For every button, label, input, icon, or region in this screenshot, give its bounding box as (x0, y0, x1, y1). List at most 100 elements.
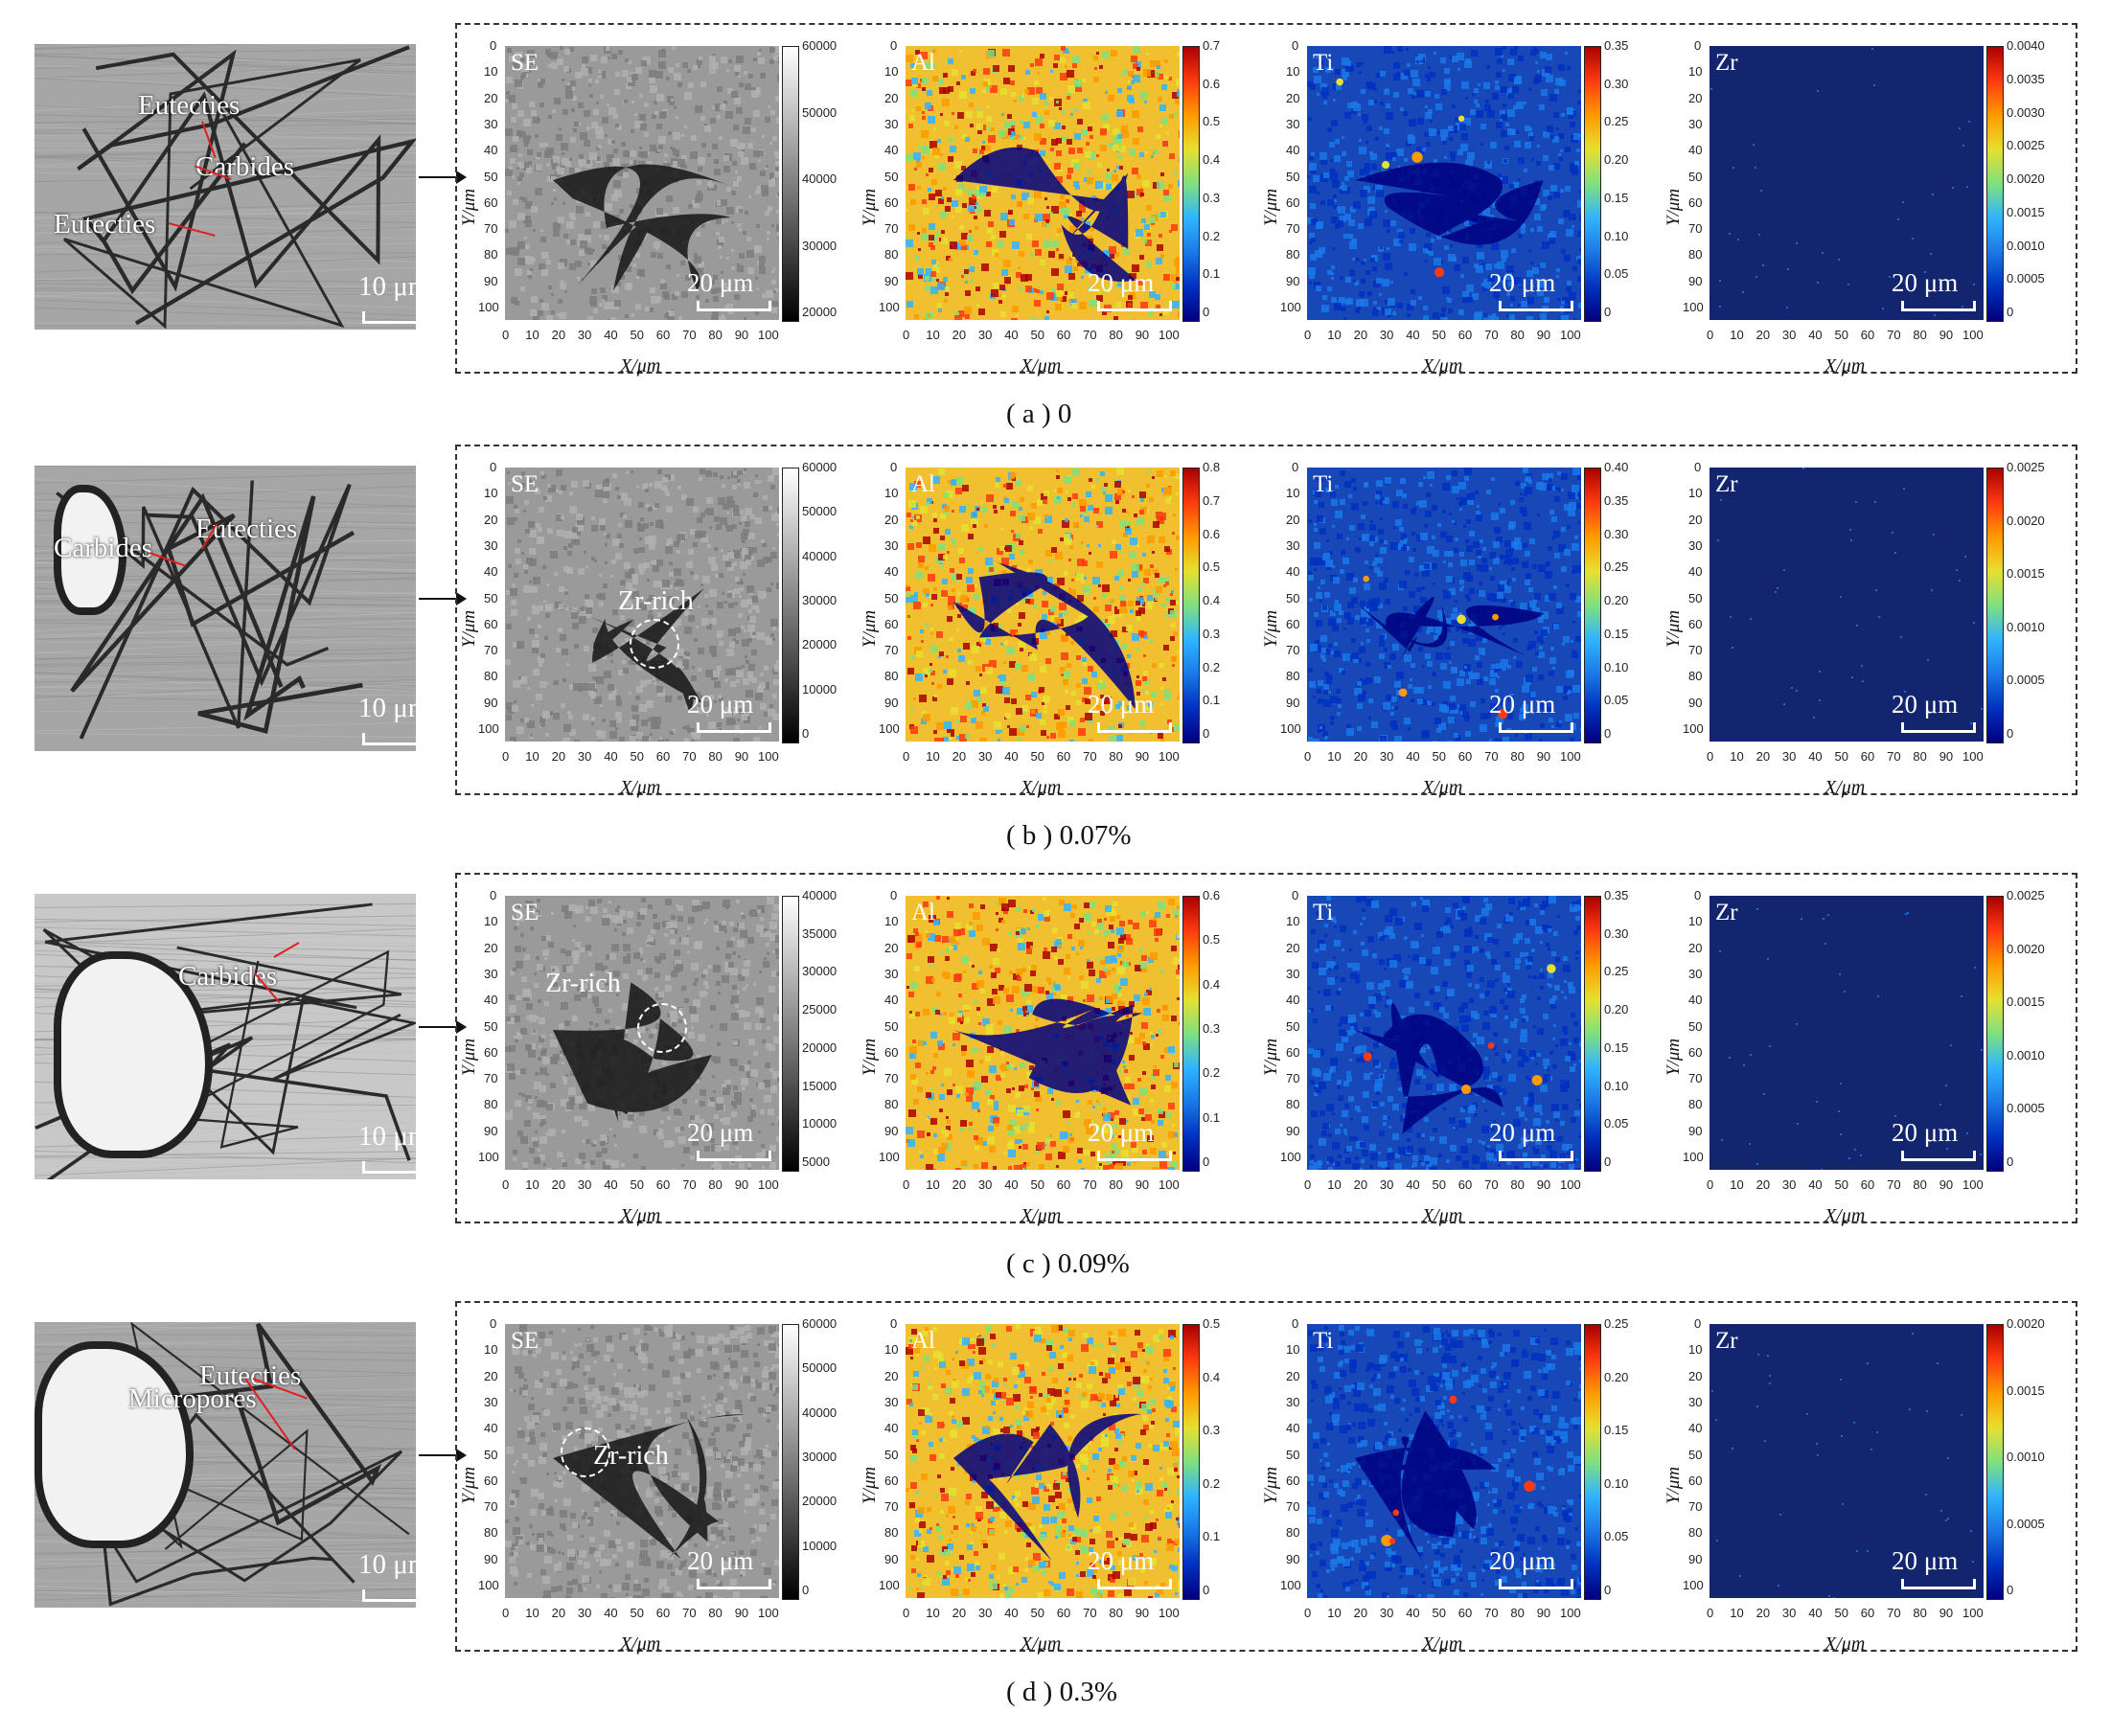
x-tick-label: 50 (631, 749, 644, 764)
y-tick-label: 90 (484, 1124, 497, 1138)
y-tick-label: 40 (1688, 993, 1702, 1007)
colorbar-tick-label: 35000 (802, 926, 837, 941)
x-tick-label: 50 (1835, 328, 1848, 342)
y-tick-label: 40 (884, 1421, 898, 1435)
element-label: Al (911, 50, 935, 77)
y-tick-label: 0 (890, 888, 897, 902)
y-tick-label: 0 (490, 38, 496, 53)
colorbar-tick-label: 0.1 (1203, 266, 1220, 281)
x-tick-label: 70 (1887, 749, 1900, 764)
colorbar-tick-label: 10000 (802, 682, 837, 697)
x-tick-label: 80 (1109, 749, 1122, 764)
x-tick-label: 30 (978, 328, 992, 342)
y-tick-label: 60 (884, 1473, 898, 1488)
y-axis-label: Y/μm (1664, 610, 1685, 648)
x-tick-label: 70 (1484, 328, 1498, 342)
colorbar (1584, 46, 1601, 322)
x-tick-label: 0 (1304, 749, 1311, 764)
map-scale-text: 20 μm (687, 268, 753, 298)
x-tick-label: 50 (1031, 328, 1044, 342)
x-tick-label: 80 (1109, 1606, 1122, 1620)
y-axis-label: Y/μm (860, 1467, 881, 1504)
colorbar-tick-label: 0.25 (1604, 560, 1628, 574)
x-tick-label: 70 (682, 749, 696, 764)
colorbar-tick-label: 50000 (802, 504, 837, 518)
x-tick-label: 20 (552, 1606, 565, 1620)
colorbar (1986, 468, 2004, 743)
y-tick-label: 80 (1286, 669, 1299, 683)
y-tick-label: 20 (1286, 941, 1299, 955)
y-tick-label: 90 (884, 696, 898, 710)
x-tick-label: 100 (1962, 749, 1984, 764)
colorbar-tick-label: 0.3 (1203, 627, 1220, 641)
x-tick-label: 90 (1939, 749, 1953, 764)
al-map: Al 20 μm (906, 46, 1180, 320)
y-tick-label: 80 (1286, 1525, 1299, 1540)
y-tick-label: 100 (1683, 1150, 1704, 1164)
map-scale-text: 20 μm (1088, 1118, 1154, 1148)
y-tick-label: 0 (890, 38, 897, 53)
y-tick-label: 90 (484, 274, 497, 288)
colorbar-tick-label: 0.0025 (2007, 138, 2045, 152)
element-label: Ti (1313, 1328, 1333, 1355)
x-tick-label: 10 (1730, 749, 1743, 764)
colorbar-tick-label: 40000 (802, 171, 837, 186)
y-tick-label: 60 (484, 1473, 497, 1488)
y-tick-label: 90 (484, 696, 497, 710)
x-axis-label: X/μm (1422, 777, 1462, 799)
y-tick-label: 50 (484, 591, 497, 605)
y-tick-label: 60 (1286, 195, 1299, 210)
x-tick-label: 40 (604, 1606, 617, 1620)
sem-annotation-label: Micropores (128, 1383, 257, 1415)
colorbar-tick-label: 0.05 (1604, 693, 1628, 707)
colorbar-tick-label: 0.05 (1604, 1529, 1628, 1543)
sem-annotation-label: Eutecties (54, 209, 155, 240)
x-tick-label: 30 (578, 1177, 591, 1192)
x-tick-label: 60 (1057, 749, 1070, 764)
x-tick-label: 60 (656, 1177, 670, 1192)
x-tick-label: 0 (502, 328, 509, 342)
y-tick-label: 10 (884, 486, 898, 500)
colorbar-tick-label: 15000 (802, 1079, 837, 1093)
x-tick-label: 70 (1887, 328, 1900, 342)
colorbar-tick-label: 0 (1203, 726, 1209, 741)
x-tick-label: 100 (1159, 328, 1180, 342)
x-tick-label: 90 (735, 1606, 748, 1620)
map-scale-text: 20 μm (1088, 268, 1154, 298)
colorbar-tick-label: 0.4 (1203, 593, 1220, 607)
x-tick-label: 30 (578, 749, 591, 764)
x-tick-label: 80 (1109, 1177, 1122, 1192)
x-tick-label: 90 (1537, 1177, 1550, 1192)
colorbar-tick-label: 0.20 (1604, 1370, 1628, 1384)
colorbar-tick-label: 0.15 (1604, 1423, 1628, 1437)
colorbar-tick-label: 0.4 (1203, 152, 1220, 167)
x-tick-label: 50 (1031, 749, 1044, 764)
colorbar (1182, 1324, 1200, 1600)
map-scale-bar (697, 722, 771, 733)
x-tick-label: 50 (1433, 1606, 1446, 1620)
x-tick-label: 60 (1861, 328, 1874, 342)
y-axis-label: Y/μm (459, 1039, 480, 1076)
y-tick-label: 80 (1286, 1097, 1299, 1111)
y-tick-label: 0 (1694, 460, 1701, 474)
y-tick-label: 50 (1286, 591, 1299, 605)
sem-scale-bar (362, 311, 416, 324)
y-tick-label: 50 (1286, 170, 1299, 184)
x-tick-label: 90 (1136, 1177, 1149, 1192)
y-tick-label: 70 (884, 643, 898, 657)
x-tick-label: 100 (1159, 1606, 1180, 1620)
x-tick-label: 60 (1861, 1177, 1874, 1192)
x-tick-label: 60 (1861, 749, 1874, 764)
colorbar-tick-label: 0.2 (1203, 1476, 1220, 1491)
x-tick-label: 100 (1560, 328, 1581, 342)
y-tick-label: 30 (1688, 1395, 1702, 1409)
